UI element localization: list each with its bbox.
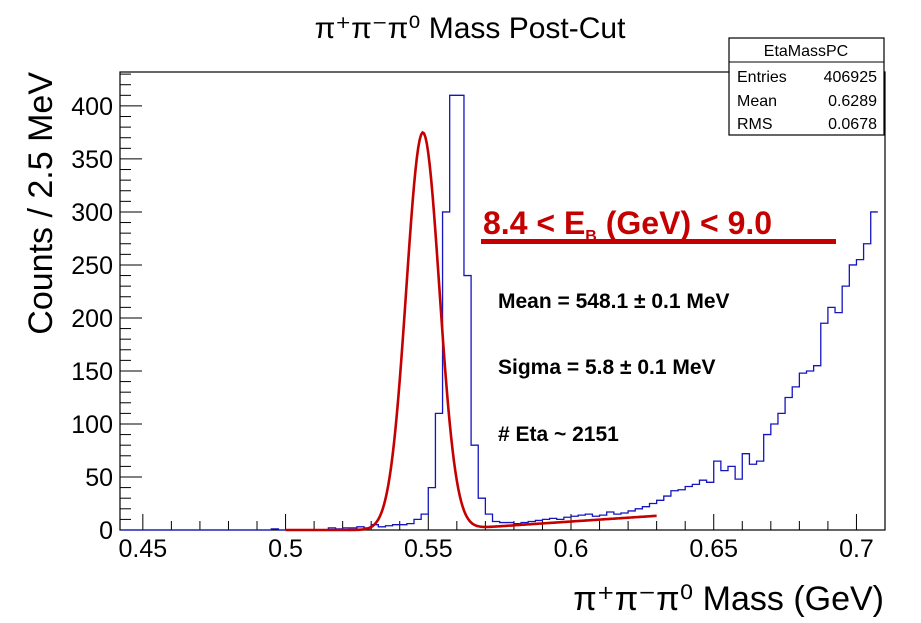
y-axis-label: Counts / 2.5 MeV [22,72,60,335]
y-tick-label: 300 [71,199,113,227]
x-tick-label: 0.55 [404,535,453,563]
x-tick-label: 0.6 [554,535,589,563]
y-tick-label: 400 [71,93,113,121]
energy-range-label: 8.4 < EB (GeV) < 9.0 [483,205,772,245]
fit-curve [285,130,657,532]
stats-value-rms: 0.0678 [828,116,877,133]
y-tick-label: 350 [71,146,113,174]
stats-label-mean: Mean [737,93,777,110]
stats-box: EtaMassPC Entries 406925 Mean 0.6289 RMS… [728,37,885,136]
y-tick-label: 200 [71,305,113,333]
x-tick-label: 0.45 [118,535,167,563]
stats-value-entries: 406925 [824,69,877,86]
energy-range-pre: 8.4 < E [483,205,585,241]
stats-value-mean: 0.6289 [828,93,877,110]
energy-range-post: (GeV) < 9.0 [597,205,772,241]
plot-frame [119,71,886,531]
energy-range-sub: B [585,228,597,245]
x-axis: 0.45 0.5 0.55 0.6 0.65 0.7 [118,514,886,563]
y-tick-label: 250 [71,252,113,280]
y-tick-label: 150 [71,358,113,386]
count-annotation: # Eta ~ 2151 [498,423,619,446]
stats-title: EtaMassPC [764,43,848,60]
y-tick-label: 50 [85,464,113,492]
chart-title: π⁺π⁻π⁰ Mass Post-Cut [315,12,627,45]
stats-label-rms: RMS [737,116,773,133]
sigma-annotation: Sigma = 5.8 ± 0.1 MeV [498,356,716,379]
mean-annotation: Mean = 548.1 ± 0.1 MeV [498,290,730,313]
y-tick-label: 0 [99,517,113,545]
y-tick-label: 100 [71,411,113,439]
x-tick-label: 0.7 [839,535,874,563]
energy-range-underline [481,239,836,244]
x-tick-label: 0.5 [268,535,303,563]
y-axis: 0 50 100 150 200 250 300 350 400 [71,73,142,545]
x-axis-label: π⁺π⁻π⁰ Mass (GeV) [573,580,884,618]
x-tick-label: 0.65 [689,535,738,563]
stats-label-entries: Entries [737,69,787,86]
